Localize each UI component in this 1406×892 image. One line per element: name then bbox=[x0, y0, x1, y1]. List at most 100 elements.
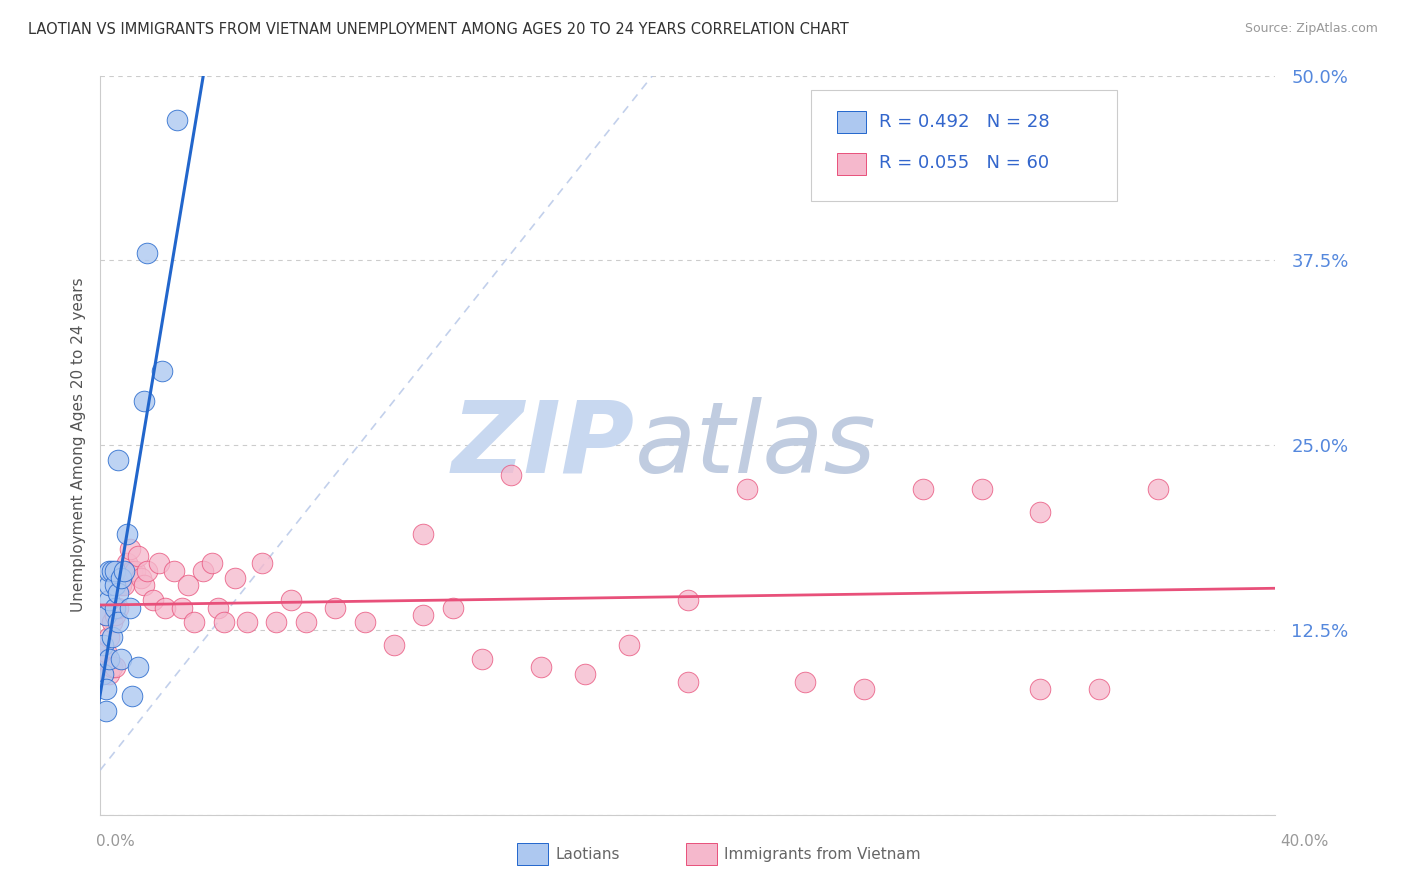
Point bbox=[183, 615, 205, 630]
Point bbox=[166, 112, 188, 127]
Point bbox=[136, 564, 159, 578]
Point bbox=[212, 615, 235, 630]
Point bbox=[118, 541, 141, 556]
Point bbox=[177, 578, 200, 592]
Text: Source: ZipAtlas.com: Source: ZipAtlas.com bbox=[1244, 22, 1378, 36]
Point bbox=[107, 615, 129, 630]
Point bbox=[101, 630, 124, 644]
Point bbox=[1147, 483, 1170, 497]
Point bbox=[1029, 681, 1052, 696]
Point bbox=[110, 571, 132, 585]
Point bbox=[224, 571, 246, 585]
Point bbox=[530, 659, 553, 673]
Text: atlas: atlas bbox=[636, 397, 876, 493]
Point bbox=[127, 659, 149, 673]
Point bbox=[112, 578, 135, 592]
Point bbox=[91, 667, 114, 681]
Point bbox=[101, 564, 124, 578]
Point bbox=[134, 578, 156, 592]
Point bbox=[110, 578, 132, 592]
FancyBboxPatch shape bbox=[837, 153, 866, 176]
Text: Immigrants from Vietnam: Immigrants from Vietnam bbox=[724, 847, 921, 862]
Point bbox=[94, 607, 117, 622]
Text: R = 0.055   N = 60: R = 0.055 N = 60 bbox=[879, 153, 1049, 172]
Point bbox=[127, 549, 149, 563]
Point bbox=[266, 615, 288, 630]
Point bbox=[295, 615, 318, 630]
Point bbox=[104, 607, 127, 622]
Point bbox=[382, 638, 405, 652]
Point bbox=[97, 564, 120, 578]
Point bbox=[115, 526, 138, 541]
Point bbox=[107, 452, 129, 467]
Point bbox=[104, 578, 127, 592]
Point bbox=[107, 586, 129, 600]
Point bbox=[94, 607, 117, 622]
Point bbox=[207, 600, 229, 615]
Point bbox=[323, 600, 346, 615]
Point bbox=[148, 556, 170, 570]
Point bbox=[794, 674, 817, 689]
Point bbox=[676, 674, 699, 689]
Point bbox=[124, 564, 146, 578]
Text: 0.0%: 0.0% bbox=[96, 834, 135, 849]
Text: R = 0.492   N = 28: R = 0.492 N = 28 bbox=[879, 113, 1050, 131]
Point bbox=[911, 483, 934, 497]
Point bbox=[110, 652, 132, 666]
Point bbox=[107, 600, 129, 615]
Y-axis label: Unemployment Among Ages 20 to 24 years: Unemployment Among Ages 20 to 24 years bbox=[72, 277, 86, 612]
Point bbox=[142, 593, 165, 607]
Text: Laotians: Laotians bbox=[555, 847, 620, 862]
Point bbox=[104, 659, 127, 673]
Point bbox=[617, 638, 640, 652]
Point bbox=[280, 593, 302, 607]
Point bbox=[121, 564, 143, 578]
Point bbox=[501, 467, 523, 482]
Point bbox=[236, 615, 259, 630]
Point bbox=[97, 593, 120, 607]
FancyBboxPatch shape bbox=[837, 111, 866, 133]
Text: ZIP: ZIP bbox=[451, 397, 636, 493]
Point bbox=[1088, 681, 1111, 696]
Point bbox=[104, 600, 127, 615]
Point bbox=[94, 681, 117, 696]
Point bbox=[150, 364, 173, 378]
Point bbox=[676, 593, 699, 607]
Point bbox=[104, 564, 127, 578]
Point bbox=[97, 667, 120, 681]
Point bbox=[129, 571, 152, 585]
Point bbox=[162, 564, 184, 578]
Point bbox=[441, 600, 464, 615]
Point bbox=[1029, 504, 1052, 518]
Point bbox=[101, 659, 124, 673]
Point bbox=[118, 600, 141, 615]
Text: 40.0%: 40.0% bbox=[1281, 834, 1329, 849]
Point bbox=[201, 556, 224, 570]
Point bbox=[735, 483, 758, 497]
Point bbox=[250, 556, 273, 570]
Point bbox=[353, 615, 375, 630]
Point bbox=[107, 564, 129, 578]
Point bbox=[91, 638, 114, 652]
Point bbox=[91, 652, 114, 666]
Point bbox=[153, 600, 176, 615]
Point bbox=[94, 645, 117, 659]
Point bbox=[853, 681, 876, 696]
Point bbox=[134, 393, 156, 408]
Point bbox=[97, 652, 120, 666]
Text: LAOTIAN VS IMMIGRANTS FROM VIETNAM UNEMPLOYMENT AMONG AGES 20 TO 24 YEARS CORREL: LAOTIAN VS IMMIGRANTS FROM VIETNAM UNEMP… bbox=[28, 22, 849, 37]
Point bbox=[97, 578, 120, 592]
Point bbox=[94, 704, 117, 718]
Point bbox=[136, 246, 159, 260]
Point bbox=[115, 556, 138, 570]
Point bbox=[412, 526, 434, 541]
Point bbox=[112, 564, 135, 578]
FancyBboxPatch shape bbox=[811, 90, 1116, 202]
Point bbox=[101, 615, 124, 630]
Point bbox=[412, 607, 434, 622]
Point bbox=[121, 690, 143, 704]
Point bbox=[172, 600, 194, 615]
Point bbox=[97, 630, 120, 644]
Point bbox=[471, 652, 494, 666]
Point bbox=[970, 483, 993, 497]
